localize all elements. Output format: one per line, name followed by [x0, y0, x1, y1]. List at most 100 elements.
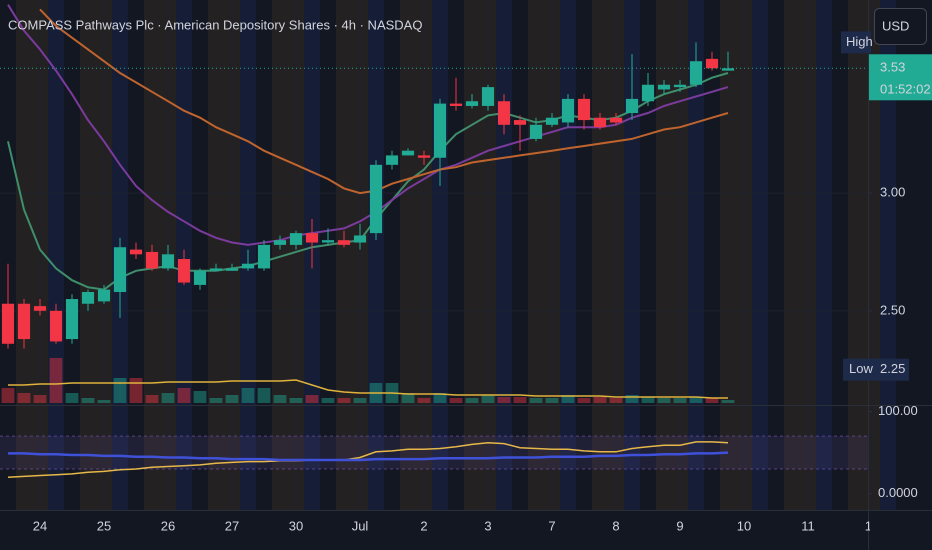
- y-tick-label: 2.50: [880, 302, 905, 317]
- candle-body: [689, 61, 703, 85]
- x-tick-label: 14: [865, 518, 879, 533]
- candle-body: [257, 244, 271, 269]
- candle-body: [449, 103, 463, 106]
- indicator-band: [0, 436, 868, 469]
- indicator-line: [8, 451, 729, 462]
- candle-body: [481, 87, 495, 106]
- volume-bar: [65, 393, 79, 403]
- x-tick-label: 24: [33, 518, 47, 533]
- volume-bar: [449, 398, 463, 403]
- candle-body: [561, 98, 575, 123]
- volume-bar: [545, 398, 559, 403]
- candle-body: [353, 235, 367, 243]
- indicator-tick-label: 0.0000: [878, 485, 918, 500]
- y-tick-label: 3.00: [880, 185, 905, 200]
- candle-body: [225, 268, 239, 271]
- candle-body: [593, 117, 607, 128]
- session-shading: [0, 0, 896, 510]
- candle-body: [177, 259, 191, 283]
- volume-bar: [257, 388, 271, 403]
- chart-title: COMPASS Pathways Plc · American Deposito…: [8, 17, 422, 32]
- x-tick-label: 2: [420, 518, 427, 533]
- candle-body: [385, 155, 399, 165]
- x-tick-label: 26: [161, 518, 175, 533]
- volume-bar: [641, 397, 655, 403]
- session-band: [80, 0, 96, 510]
- x-tick-label: 7: [548, 518, 555, 533]
- volume-bar: [625, 395, 639, 403]
- volume-ma-line: [8, 379, 728, 399]
- candle-body: [337, 240, 351, 245]
- last-price-label: 3.53: [880, 60, 905, 75]
- candle-body: [609, 117, 623, 123]
- volume-bar: [209, 398, 223, 403]
- x-axis: 24 25 26 27 30 Jul 2 3 7 8 9 10 11 14: [33, 518, 879, 533]
- session-band: [432, 0, 448, 510]
- x-tick-label: 27: [225, 518, 239, 533]
- volume-bar: [481, 395, 495, 403]
- x-tick-label: 8: [612, 518, 619, 533]
- session-band: [336, 0, 352, 510]
- candle-body: [65, 299, 79, 340]
- volume-bar: [513, 397, 527, 403]
- session-band: [368, 0, 384, 510]
- volume-bar: [177, 388, 191, 403]
- session-band: [688, 0, 704, 510]
- price-pane: [0, 4, 868, 349]
- volume-pane: [1, 358, 735, 403]
- candle-body: [705, 58, 719, 69]
- low-box: [843, 358, 909, 381]
- y-axis: 2.50 3.00 100.00 0.0000: [868, 185, 918, 500]
- volume-bar: [289, 398, 303, 403]
- session-band: [720, 0, 736, 510]
- candle-body: [721, 68, 735, 71]
- moving-average: [7, 4, 729, 246]
- candle-body: [673, 84, 687, 88]
- volume-bar: [49, 358, 63, 403]
- candle-body: [433, 103, 447, 158]
- countdown-label: 01:52:02: [880, 82, 931, 97]
- session-band: [192, 0, 208, 510]
- currency-button[interactable]: [874, 8, 927, 45]
- volume-bar: [97, 400, 111, 403]
- candle-body: [401, 150, 415, 156]
- session-band: [0, 0, 16, 510]
- session-band: [592, 0, 608, 510]
- session-band: [880, 0, 896, 510]
- candle-body: [209, 268, 223, 271]
- currency-label[interactable]: USD: [882, 18, 909, 33]
- volume-bar: [673, 398, 687, 403]
- indicator-line: [7, 441, 729, 478]
- candle-body: [529, 124, 543, 139]
- volume-bar: [145, 395, 159, 403]
- candle-body: [417, 155, 431, 158]
- x-tick-label: 11: [801, 518, 815, 533]
- moving-average: [7, 72, 729, 291]
- x-tick-label: 3: [484, 518, 491, 533]
- session-band: [320, 0, 336, 510]
- volume-bar: [529, 398, 543, 403]
- candle-body: [625, 98, 639, 114]
- volume-bar: [401, 393, 415, 403]
- candle-body: [577, 98, 591, 121]
- session-band: [48, 0, 64, 510]
- x-tick-label: 10: [737, 518, 751, 533]
- session-band: [464, 0, 480, 510]
- session-band: [816, 0, 832, 510]
- volume-bar: [497, 397, 511, 403]
- session-band: [272, 0, 288, 510]
- volume-bar: [129, 378, 143, 403]
- volume-bar: [273, 395, 287, 403]
- candle-body: [49, 310, 63, 342]
- high-box: [841, 31, 871, 54]
- session-band: [64, 0, 80, 510]
- indicator-tick-label: 100.00: [878, 403, 918, 418]
- session-band: [496, 0, 512, 510]
- volume-bar: [113, 378, 127, 403]
- candle-body: [241, 263, 255, 269]
- volume-bar: [433, 393, 447, 403]
- candle-body: [369, 164, 383, 234]
- candle-body: [513, 120, 527, 125]
- last-price-box: [869, 54, 932, 101]
